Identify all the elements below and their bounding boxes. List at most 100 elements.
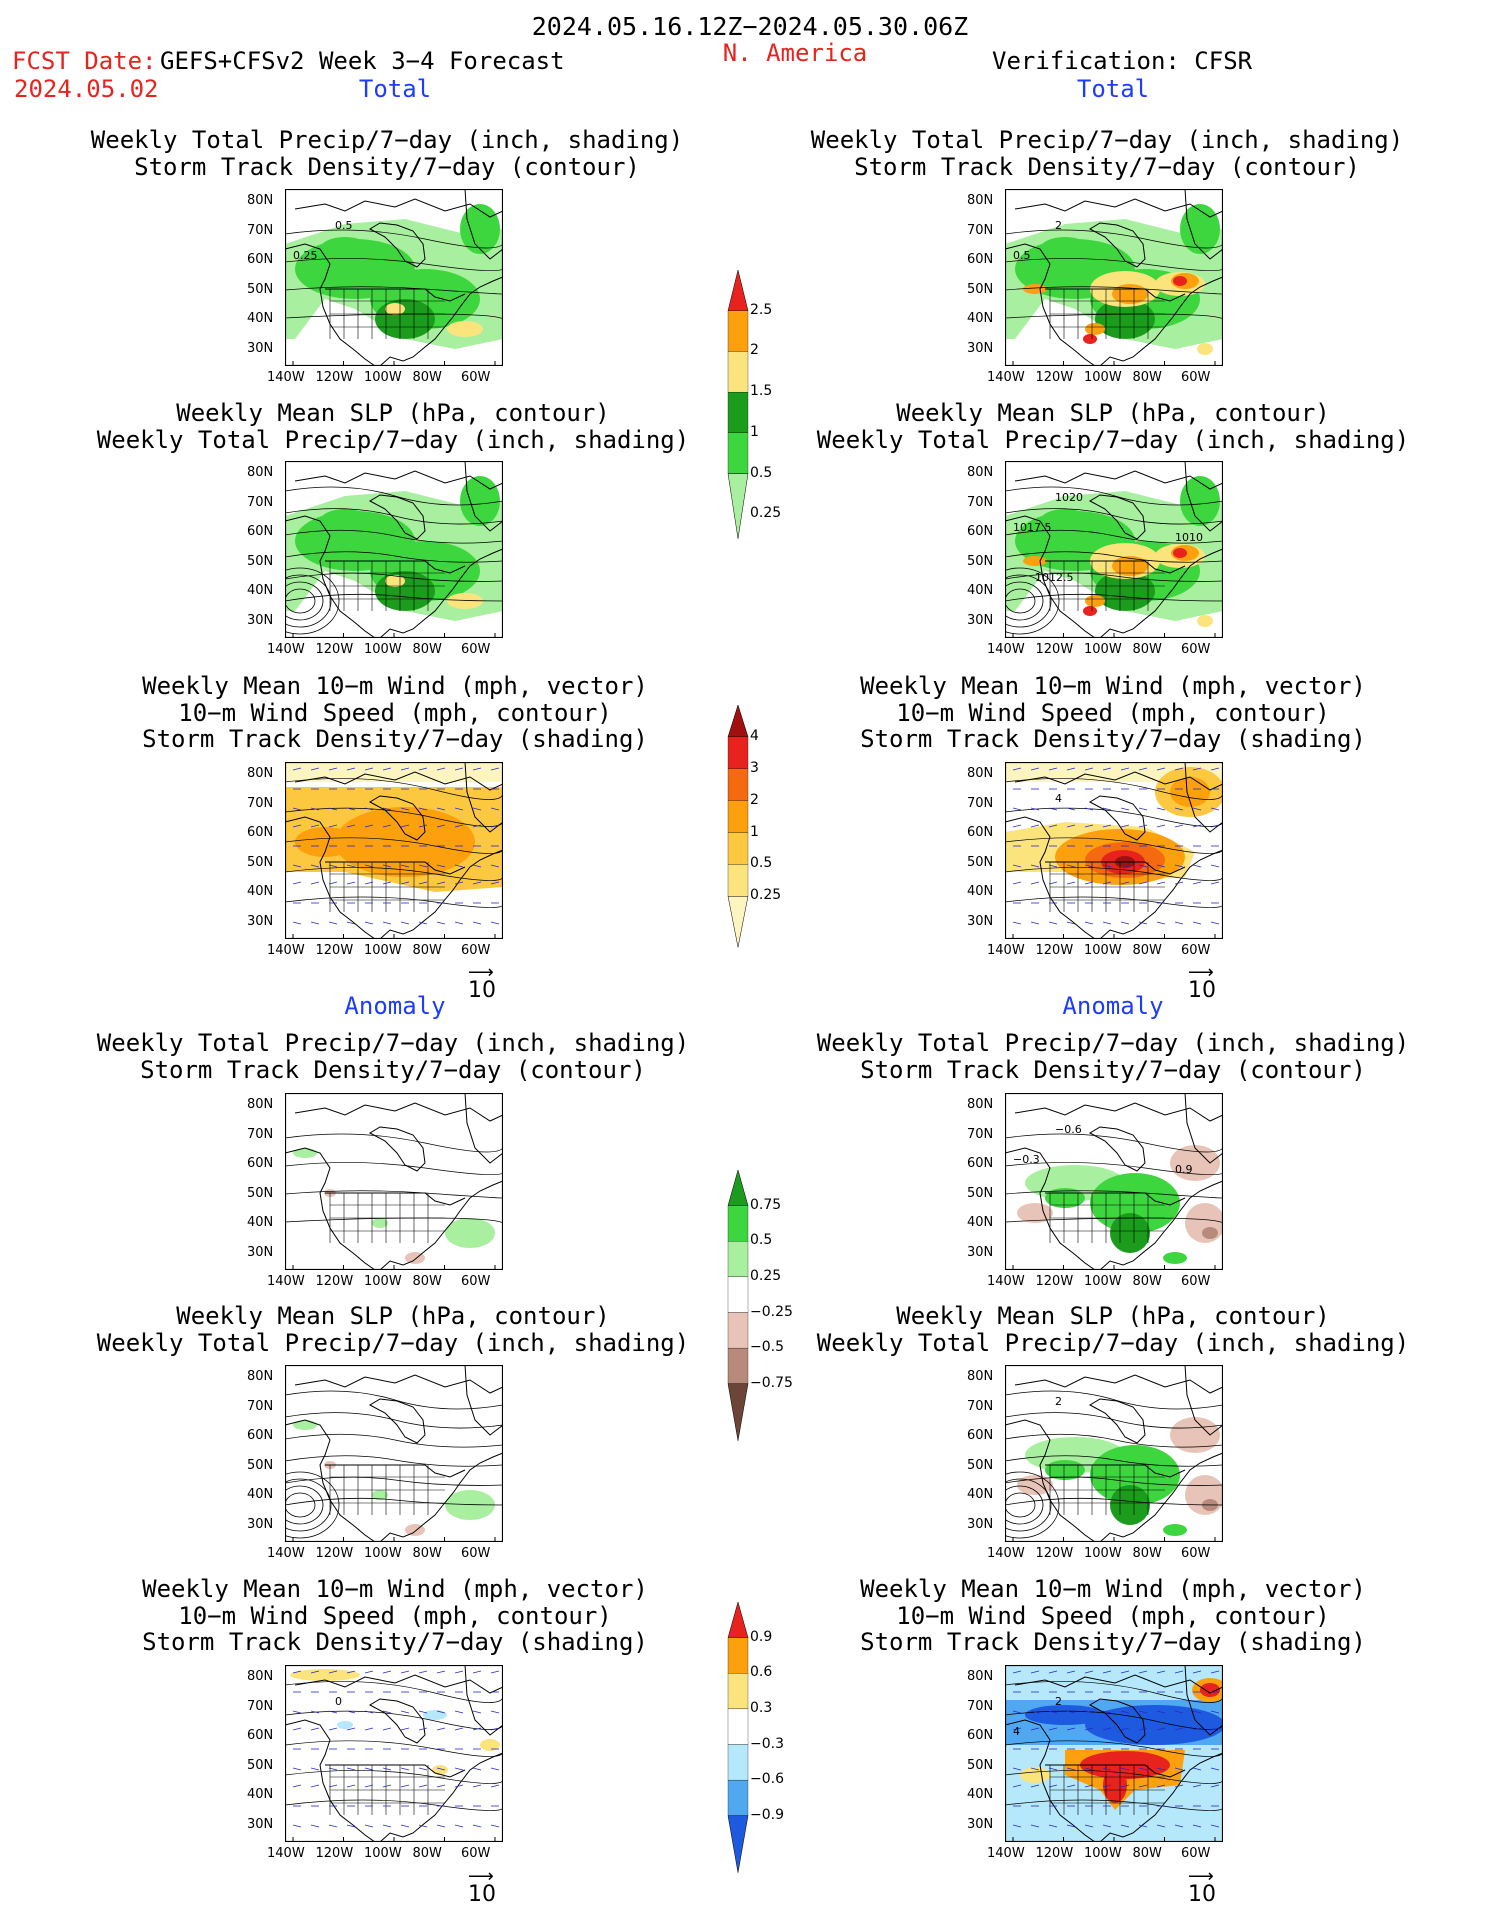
lat-tick-label: 70N [967, 795, 994, 811]
title-ob-anom-2: Weekly Mean SLP (hPa, contour) Weekly Tot… [816, 1302, 1410, 1357]
lat-tick-label: 70N [247, 1126, 274, 1142]
lon-tick-label: 120W [315, 642, 354, 657]
contour-label: 2 [1055, 1695, 1062, 1708]
fcst-date: 2024.05.02 [14, 75, 159, 103]
section-total-right: Total [1076, 75, 1150, 103]
lat-tick-label: 60N [247, 524, 274, 539]
map-plot: 24 [1004, 1664, 1228, 1843]
lat-tick-label: 80N [967, 1097, 994, 1112]
colorbar-precip-total [727, 270, 749, 539]
colorbar-tick-label: 0.75 [750, 1196, 782, 1213]
colorbar-storm-total [727, 705, 749, 948]
lat-tick-label: 50N [247, 1185, 274, 1201]
lat-tick-label: 60N [967, 1728, 994, 1743]
lat-tick-label: 50N [247, 553, 274, 569]
lat-tick-label: 30N [247, 1244, 274, 1260]
lat-tick-label: 80N [247, 1669, 274, 1684]
colorbar-tick-label: 0.25 [750, 887, 782, 904]
colorbar-tick-label: 0.5 [750, 464, 773, 481]
lon-tick-label: 140W [267, 943, 305, 958]
title-fc-anom-1: Weekly Total Precip/7−day (inch, shading… [96, 1029, 690, 1084]
colorbar-tick-label: 2 [750, 791, 759, 808]
lon-tick-label: 100W [364, 642, 402, 657]
title-fc-anom-3: Weekly Mean 10−m Wind (mph, vector) 10−m … [142, 1575, 648, 1656]
colorbar-tick-label: 1.5 [750, 383, 773, 400]
lat-tick-label: 60N [967, 825, 994, 840]
lon-tick-label: 140W [267, 642, 305, 657]
lat-tick-label: 70N [967, 222, 994, 238]
lat-tick-label: 40N [967, 1215, 994, 1230]
lon-tick-label: 120W [315, 1846, 354, 1861]
map-panel-p_ob_t1: 2 0.5 [1004, 188, 1224, 367]
lon-tick-label: 60W [1181, 642, 1211, 657]
vector-arrow-icon: ⟶ [468, 1866, 494, 1887]
lat-tick-label: 30N [967, 340, 994, 356]
map-panel-p_fc_a2 [260, 1364, 504, 1543]
lat-tick-label: 40N [967, 583, 994, 598]
lat-tick-label: 40N [247, 884, 274, 899]
colorbar-tick-label: −0.75 [750, 1374, 793, 1391]
lat-tick-label: 30N [967, 1816, 994, 1832]
lon-tick-label: 140W [987, 1274, 1025, 1289]
lat-tick-label: 30N [247, 913, 274, 929]
map-panel-p_ob_t2: 1020 1017.5 1010 1012.5 [980, 460, 1224, 639]
lon-tick-label: 140W [267, 1846, 305, 1861]
lon-tick-label: 140W [987, 370, 1025, 385]
lat-tick-label: 80N [967, 766, 994, 781]
lat-tick-label: 50N [967, 1757, 994, 1773]
period-title: 2024.05.16.12Z−2024.05.30.06Z [531, 12, 969, 41]
lon-tick-label: 60W [1181, 1846, 1211, 1861]
lon-tick-label: 60W [1181, 370, 1211, 385]
lon-tick-label: 80W [1132, 642, 1162, 657]
region-title: N. America [722, 39, 868, 67]
contour-label: 1012.5 [1035, 571, 1074, 584]
colorbar-tick-label: 0.25 [750, 1267, 782, 1284]
contour-label: 4 [1055, 792, 1062, 805]
lon-tick-label: 140W [267, 370, 305, 385]
contour-label: 2 [1055, 219, 1062, 232]
lat-tick-label: 30N [967, 1244, 994, 1260]
verification-label: Verification: CFSR [992, 47, 1253, 75]
contour-label: 1010 [1175, 531, 1203, 544]
lon-tick-label: 60W [461, 943, 491, 958]
lon-tick-label: 120W [315, 1274, 354, 1289]
vector-arrow-icon: ⟶ [1188, 962, 1214, 983]
lon-tick-label: 100W [1084, 370, 1122, 385]
lon-tick-label: 120W [1035, 1846, 1074, 1861]
lon-tick-label: 80W [412, 1274, 442, 1289]
contour-label: 0.5 [1013, 249, 1031, 262]
map-panel-p_ob_a2: 2 [980, 1364, 1225, 1543]
lat-tick-label: 60N [247, 252, 274, 267]
lon-tick-label: 80W [412, 370, 442, 385]
lat-tick-label: 30N [247, 612, 274, 628]
vector-arrow-icon: ⟶ [468, 962, 494, 983]
lon-tick-label: 60W [461, 1846, 491, 1861]
lat-tick-label: 50N [967, 854, 994, 870]
colorbar-tick-label: 2 [750, 342, 759, 359]
lon-tick-label: 80W [412, 943, 442, 958]
colorbar-tick-label: 2.5 [750, 301, 773, 318]
contour-label: 1020 [1055, 491, 1083, 504]
lat-tick-label: 40N [967, 1787, 994, 1802]
vector-ref-fc-anom: ⟶ 10 [468, 1866, 496, 1908]
lon-tick-label: 100W [1084, 943, 1122, 958]
lon-tick-label: 80W [1132, 1846, 1162, 1861]
lon-tick-label: 100W [1084, 1274, 1122, 1289]
lat-tick-label: 40N [967, 311, 994, 326]
lat-tick-label: 60N [967, 252, 994, 267]
section-anomaly-right: Anomaly [1062, 992, 1164, 1020]
contour-label: −0.3 [1013, 1153, 1040, 1166]
lat-tick-label: 50N [247, 1757, 274, 1773]
lon-tick-label: 80W [412, 1846, 442, 1861]
contour-label: 1017.5 [1013, 521, 1052, 534]
lat-tick-label: 80N [247, 1097, 274, 1112]
contour-label: 0.25 [293, 249, 318, 262]
lon-tick-label: 60W [1181, 1546, 1211, 1561]
lat-tick-label: 50N [247, 1457, 274, 1473]
title-fc-total-2: Weekly Mean SLP (hPa, contour) Weekly Tot… [96, 399, 690, 454]
map-plot [284, 1092, 504, 1271]
lon-tick-label: 60W [1181, 943, 1211, 958]
lon-tick-label: 140W [987, 1546, 1025, 1561]
lat-tick-label: 80N [967, 193, 994, 208]
